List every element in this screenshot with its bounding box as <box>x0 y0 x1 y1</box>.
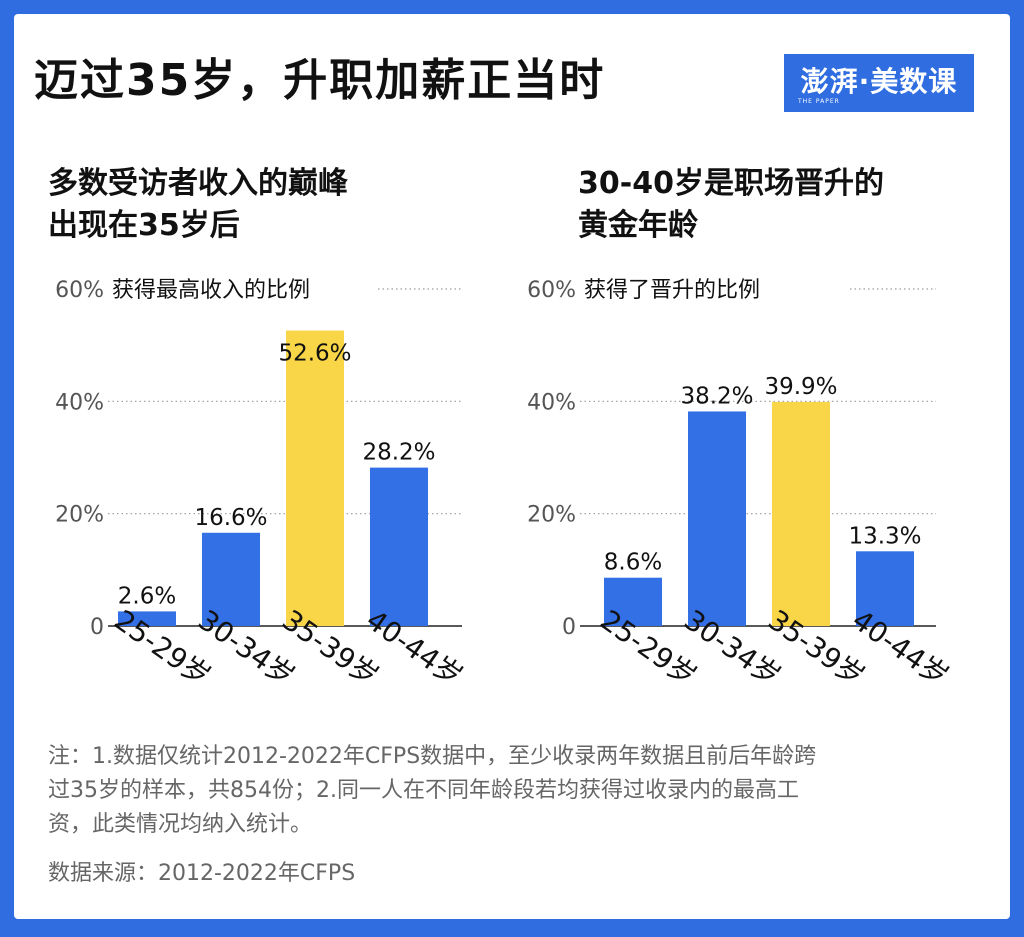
bar <box>286 330 344 626</box>
y-tick-label: 20% <box>527 503 576 528</box>
bar <box>856 551 914 626</box>
chart-2-subtitle: 30-40岁是职场晋升的 黄金年龄 <box>578 163 884 247</box>
brand-logo: 澎湃·美数课 THE PAPER <box>784 54 974 112</box>
y-tick-label: 0 <box>562 615 576 640</box>
page-title: 迈过35岁，升职加薪正当时 <box>34 55 606 106</box>
footnote-line-2: 过35岁的样本，共854份；2.同一人在不同年龄段若均获得过收录内的最高工 <box>48 778 799 803</box>
chart-1-subtitle-line-1: 多数受访者收入的巅峰 <box>48 166 348 201</box>
logo-text: 澎湃·美数课 <box>800 65 958 98</box>
data-label: 28.2% <box>362 440 435 466</box>
bar <box>772 401 830 626</box>
footnote-line-3: 资，此类情况均纳入统计。 <box>48 812 313 837</box>
data-label: 16.6% <box>194 505 267 531</box>
data-label: 38.2% <box>680 383 753 409</box>
data-label: 52.6% <box>278 341 351 367</box>
data-source: 数据来源：2012-2022年CFPS <box>48 861 356 886</box>
bar <box>688 411 746 626</box>
footnote-line-1: 注：1.数据仅统计2012-2022年CFPS数据中，至少收录两年数据且前后年龄… <box>48 744 817 769</box>
data-label: 8.6% <box>604 550 662 576</box>
data-label: 39.9% <box>764 374 837 400</box>
y-tick-label: 60% <box>55 278 104 303</box>
y-tick-label: 60% <box>527 278 576 303</box>
bar <box>202 532 260 626</box>
logo-subtext: THE PAPER <box>798 98 840 105</box>
chart-2-subtitle-line-2: 黄金年龄 <box>578 208 698 243</box>
y-tick-label: 0 <box>90 615 104 640</box>
data-label: 2.6% <box>118 583 176 609</box>
y-axis-label: 获得最高收入的比例 <box>112 278 310 303</box>
y-tick-label: 40% <box>527 390 576 415</box>
bar <box>370 467 428 626</box>
chart-1-subtitle-line-2: 出现在35岁后 <box>48 208 240 243</box>
y-tick-label: 20% <box>55 503 104 528</box>
y-axis-label: 获得了晋升的比例 <box>584 278 760 303</box>
bar <box>604 577 662 626</box>
chart-2-subtitle-line-1: 30-40岁是职场晋升的 <box>578 166 884 201</box>
card <box>14 14 1010 919</box>
bar <box>118 611 176 626</box>
y-tick-label: 40% <box>55 390 104 415</box>
data-label: 13.3% <box>848 523 921 549</box>
chart-1-subtitle: 多数受访者收入的巅峰 出现在35岁后 <box>48 163 348 247</box>
